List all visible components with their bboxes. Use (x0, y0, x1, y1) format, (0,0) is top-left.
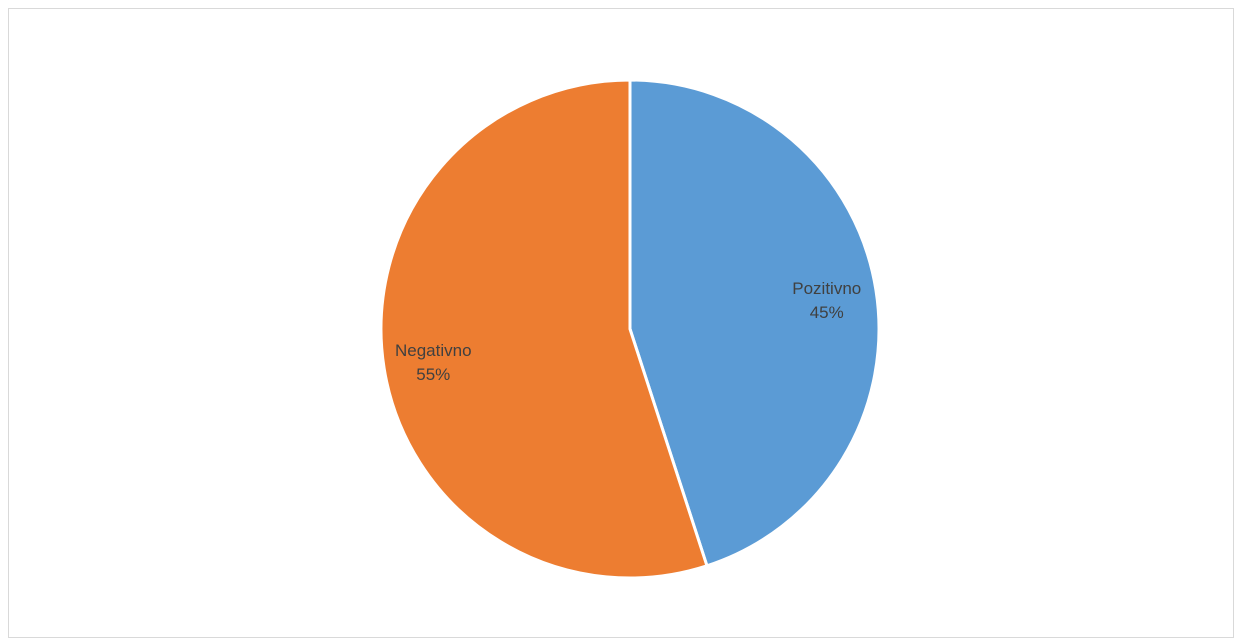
value-label: 45% (810, 303, 844, 322)
data-label-negativno: Negativno 55% (395, 341, 472, 384)
pie-slice-negativno (379, 78, 709, 580)
pie-slices (379, 78, 881, 580)
category-label: Pozitivno (792, 279, 861, 298)
category-label: Negativno (395, 341, 472, 360)
value-label: 55% (416, 365, 450, 384)
pie-labels: Pozitivno 45% Negativno 55% (395, 279, 861, 384)
pie-slice-pozitivno (628, 78, 881, 568)
data-label-pozitivno: Pozitivno 45% (792, 279, 861, 322)
